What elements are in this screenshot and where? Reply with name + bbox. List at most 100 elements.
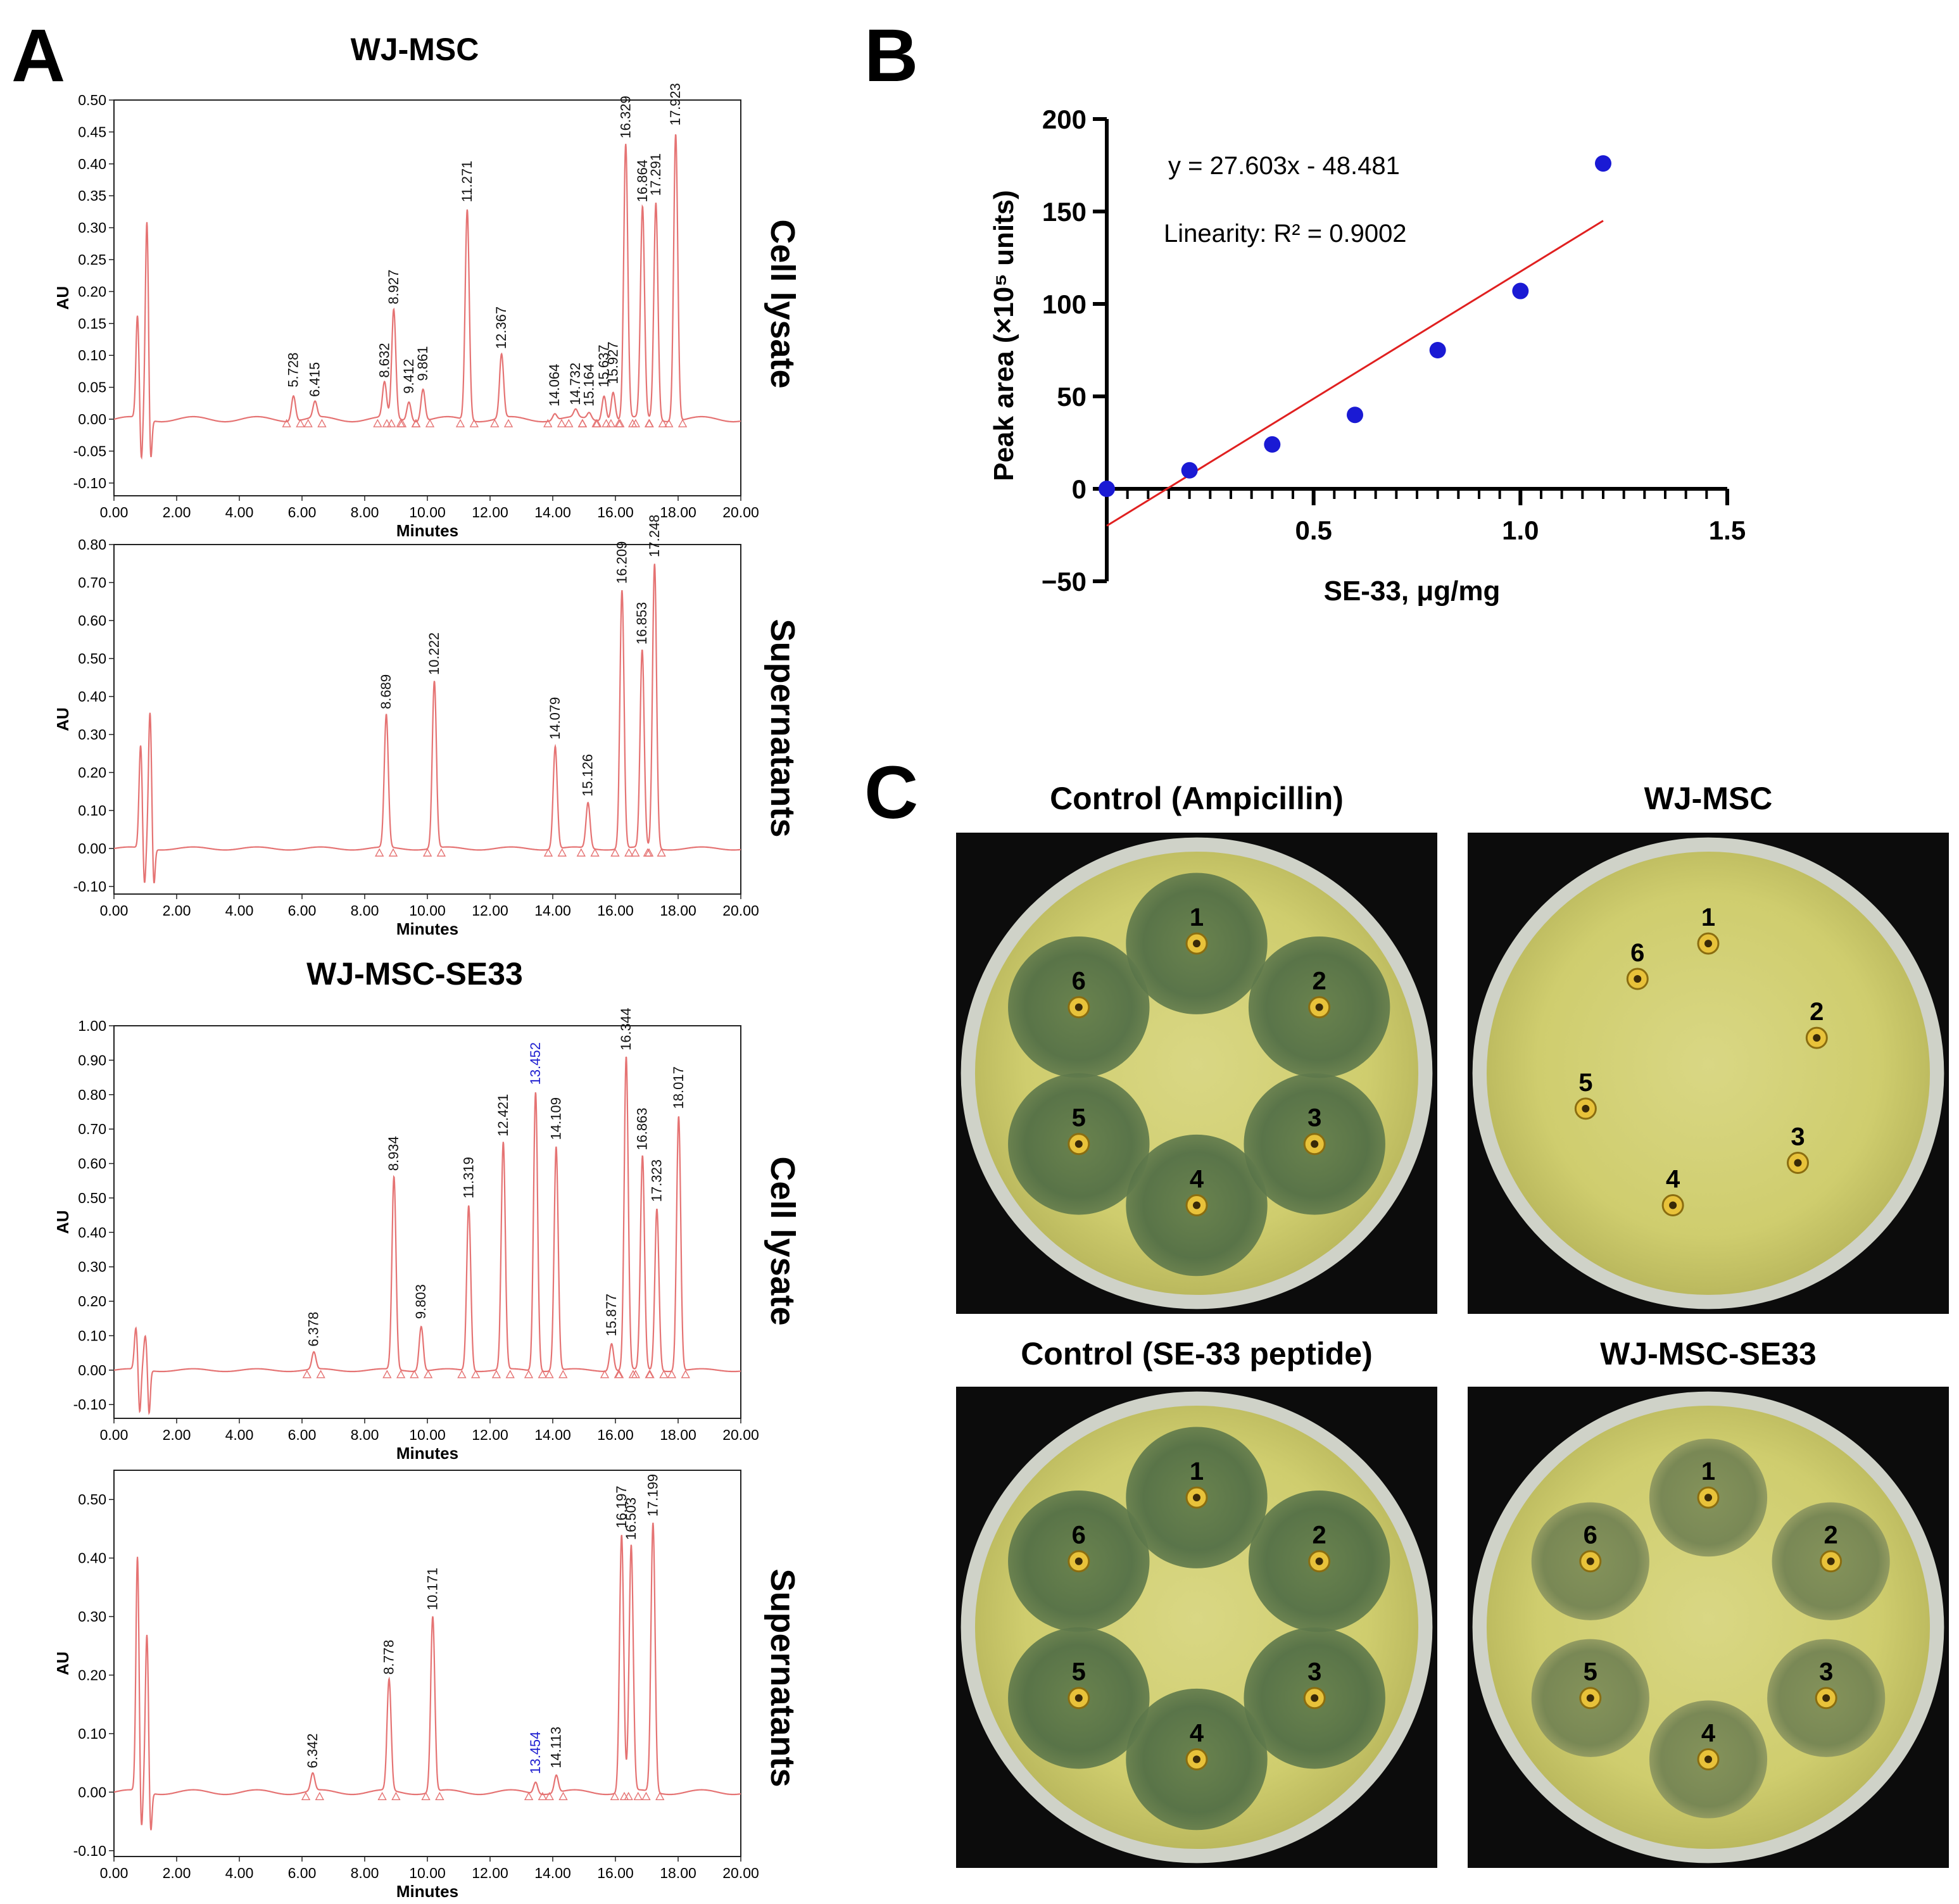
peak-boundary-marker — [558, 1791, 568, 1801]
x-tick-label: 18.00 — [660, 504, 696, 520]
peak-label: 14.109 — [548, 1097, 564, 1140]
plot-frame — [113, 1470, 741, 1857]
y-tick-label: 0.20 — [78, 1293, 106, 1309]
well-number: 5 — [1072, 1658, 1086, 1686]
y-tick-label: -0.10 — [73, 878, 106, 895]
peak-boundary-marker — [614, 1370, 624, 1378]
well-centre — [1311, 1694, 1319, 1702]
peak-boundary-marker — [545, 1791, 554, 1801]
peak-label: 16.209 — [614, 541, 629, 584]
peak-boundary-marker — [645, 1370, 655, 1378]
well-number: 4 — [1190, 1166, 1204, 1194]
x-axis-label: Minutes — [396, 1444, 458, 1463]
agar-plate-1: 1 2 3 4 5 6 — [956, 833, 1437, 1314]
y-tick-label: 0.70 — [78, 574, 106, 591]
peak-label: 12.421 — [495, 1094, 511, 1137]
peak-boundary-marker — [410, 1370, 419, 1378]
peak-label: 14.113 — [548, 1727, 564, 1768]
peak-boundary-marker — [388, 848, 398, 857]
x-tick-label: 8.00 — [351, 1865, 379, 1881]
well-number: 3 — [1307, 1658, 1321, 1686]
peak-label: 10.222 — [426, 633, 442, 675]
peak-label: 12.367 — [493, 306, 509, 349]
peak-boundary-marker — [375, 848, 384, 857]
x-tick-label: 0.00 — [100, 1427, 129, 1443]
y-tick-label: 0.50 — [78, 650, 106, 667]
peak-boundary-marker — [421, 1791, 431, 1801]
well-number: 1 — [1190, 904, 1204, 931]
peak-boundary-marker — [377, 1791, 387, 1801]
y-tick-label: 0.10 — [78, 802, 106, 819]
peak-boundary-marker — [436, 848, 446, 857]
peak-label: 16.863 — [634, 1107, 650, 1150]
well-number: 3 — [1307, 1104, 1321, 1132]
peak-boundary-marker — [302, 1370, 312, 1378]
peak-boundary-marker — [631, 848, 640, 857]
y-tick-label: 1.00 — [78, 1018, 106, 1034]
y-tick-label: 0.15 — [78, 315, 106, 332]
peak-boundary-marker — [397, 419, 407, 427]
y-tick-label: -0.05 — [73, 443, 106, 459]
well-number: 1 — [1701, 1458, 1715, 1485]
data-point — [1595, 155, 1611, 172]
x-tick-label: 6.00 — [288, 504, 317, 520]
well-number: 1 — [1190, 1458, 1204, 1485]
x-tick-label: 20.00 — [722, 504, 759, 520]
x-tick-label: 18.00 — [660, 902, 696, 919]
well-number: 3 — [1819, 1658, 1833, 1686]
peak-boundary-marker — [659, 1370, 669, 1378]
peak-boundary-marker — [557, 848, 567, 857]
well-number: 2 — [1810, 998, 1824, 1026]
x-tick-label: 14.00 — [534, 902, 571, 919]
peak-label: 6.342 — [305, 1734, 320, 1768]
y-tick-label: 0.05 — [78, 379, 106, 396]
peak-boundary-marker — [564, 419, 574, 427]
well-centre — [1586, 1557, 1594, 1565]
y-tick-label: 0.80 — [78, 1087, 106, 1103]
well-centre — [1193, 940, 1200, 948]
sample-label-3: Cell lysate — [764, 1156, 802, 1325]
well-centre — [1315, 1557, 1323, 1565]
linearity-r2: Linearity: R² = 0.9002 — [1164, 220, 1407, 248]
y-tick-label: 0.25 — [78, 251, 106, 268]
group-title-wj-msc: WJ-MSC — [351, 32, 479, 67]
peak-label: 8.934 — [386, 1136, 401, 1171]
peak-label: 15.126 — [580, 754, 596, 797]
peak-label: 11.271 — [459, 161, 475, 203]
data-point — [1181, 462, 1198, 479]
x-tick-label: 2.00 — [163, 902, 191, 919]
x-tick-label: 6.00 — [288, 902, 317, 919]
peak-label: 14.079 — [547, 697, 563, 740]
peak-label: 9.861 — [415, 346, 431, 381]
x-tick-label: 2.00 — [163, 1427, 191, 1443]
well-centre — [1794, 1159, 1802, 1167]
well-centre — [1074, 1694, 1083, 1702]
x-tick-label: 4.00 — [225, 1865, 254, 1881]
x-tick-label: 0.5 — [1295, 515, 1332, 545]
chromatogram-trace — [113, 134, 741, 460]
peak-boundary-marker — [624, 848, 634, 857]
peak-label: 6.415 — [307, 362, 323, 397]
y-tick-label: 0.50 — [78, 1491, 106, 1508]
plot-frame — [113, 544, 741, 895]
peak-label: 16.853 — [634, 602, 650, 645]
agar-surface — [1486, 851, 1931, 1296]
y-tick-label: 0.70 — [78, 1121, 106, 1137]
x-tick-label: 14.00 — [534, 504, 571, 520]
x-tick-label: 4.00 — [225, 1427, 254, 1443]
y-tick-label: 0.60 — [78, 612, 106, 629]
well-centre — [1074, 1003, 1083, 1011]
chromatogram-wj-msc-supernatants: -0.10 0.00 0.10 0.20 0.30 0.40 0.50 0.60 0.70 0.8… — [53, 515, 759, 938]
well-centre — [1813, 1034, 1821, 1042]
peak-boundary-marker — [422, 848, 432, 857]
plate-title-4: WJ-MSC-SE33 — [1600, 1336, 1817, 1371]
peak-boundary-marker — [631, 419, 641, 427]
x-tick-label: 16.00 — [597, 902, 634, 919]
peak-boundary-marker — [524, 1791, 534, 1801]
peak-boundary-marker — [457, 1370, 467, 1378]
chromatogram-trace — [113, 1056, 741, 1415]
well-number: 2 — [1313, 1522, 1326, 1549]
x-tick-label: 14.00 — [534, 1427, 571, 1443]
peak-boundary-marker — [667, 1370, 677, 1378]
